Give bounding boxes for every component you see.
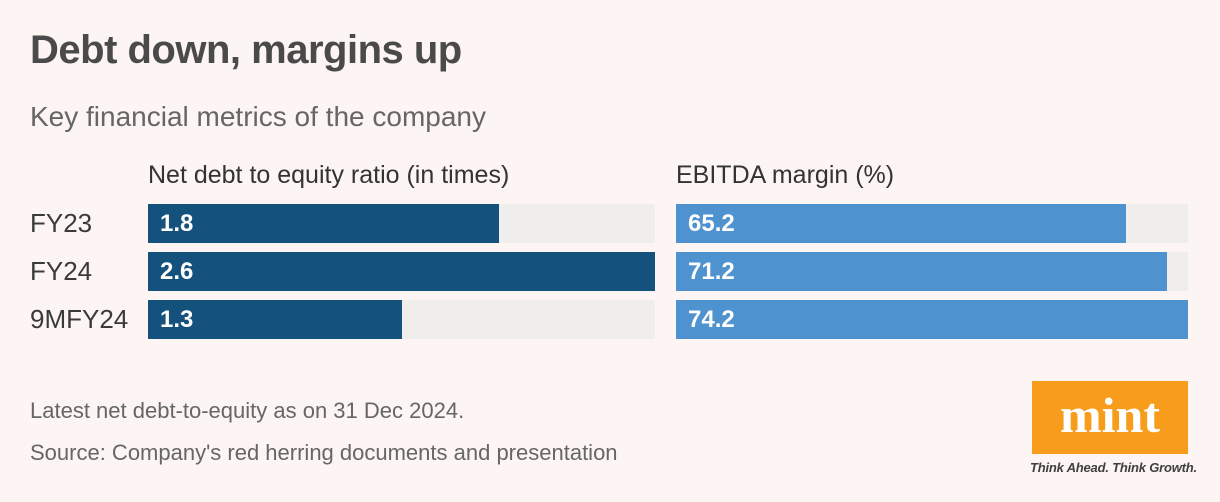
bar: 1.3 [148, 300, 402, 339]
bar-value-label: 1.3 [160, 305, 194, 333]
bar-value-label: 1.8 [160, 209, 194, 237]
bar-track: 71.2 [676, 252, 1188, 291]
bar-track: 1.3 [148, 300, 655, 339]
chart-rows: FY23 1.8 65.2 FY24 2.6 71.2 9MFY24 1.3 74.2 [0, 204, 1220, 339]
bar-value-label: 65.2 [688, 209, 735, 237]
mint-branding: mint Think Ahead. Think Growth. [1030, 381, 1197, 475]
column-header-net-debt: Net debt to equity ratio (in times) [148, 161, 510, 189]
page-subtitle: Key financial metrics of the company [30, 101, 486, 132]
bar: 1.8 [148, 204, 499, 243]
chart-row: 9MFY24 1.3 74.2 [0, 300, 1220, 339]
bar-track: 2.6 [148, 252, 655, 291]
bar-track: 65.2 [676, 204, 1188, 243]
row-label: FY24 [30, 256, 93, 286]
row-label: 9MFY24 [30, 304, 129, 334]
bar: 65.2 [676, 204, 1126, 243]
bar-value-label: 71.2 [688, 257, 735, 285]
footnote-note: Latest net debt-to-equity as on 31 Dec 2… [30, 398, 465, 423]
bar: 2.6 [148, 252, 655, 291]
chart-row: FY23 1.8 65.2 [0, 204, 1220, 243]
bar: 71.2 [676, 252, 1168, 291]
bar-value-label: 2.6 [160, 257, 194, 285]
footnotes: Latest net debt-to-equity as on 31 Dec 2… [30, 398, 618, 466]
mint-logo: mint [1032, 381, 1188, 454]
column-headers: Net debt to equity ratio (in times) EBIT… [0, 161, 1220, 190]
mint-tagline: Think Ahead. Think Growth. [1030, 460, 1197, 475]
column-header-ebitda: EBITDA margin (%) [676, 161, 895, 189]
bar-track: 1.8 [148, 204, 655, 243]
bar-value-label: 74.2 [688, 305, 735, 333]
mint-logo-text: mint [1060, 386, 1160, 443]
header-spacer [0, 161, 148, 190]
bar-chart: Net debt to equity ratio (in times) EBIT… [0, 161, 1220, 348]
bar-track: 74.2 [676, 300, 1188, 339]
footnote-source: Source: Company's red herring documents … [30, 440, 618, 465]
bar: 74.2 [676, 300, 1188, 339]
chart-row: FY24 2.6 71.2 [0, 252, 1220, 291]
page-title: Debt down, margins up [30, 28, 462, 72]
row-label: FY23 [30, 208, 93, 238]
